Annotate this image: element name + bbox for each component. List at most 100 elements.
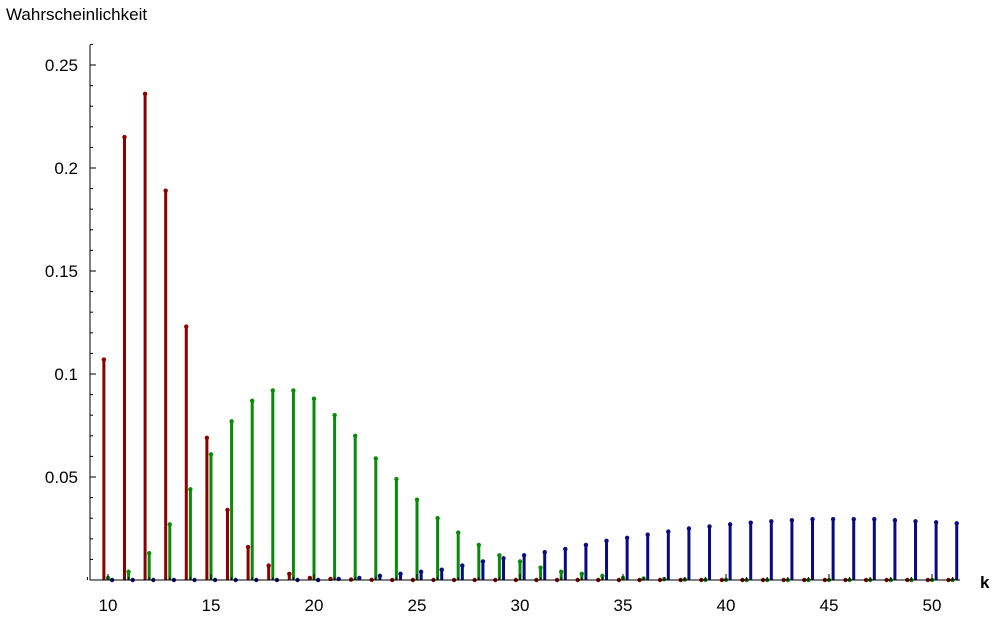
bar-series-2 <box>168 524 172 580</box>
y-tick-label: 0.15 <box>45 262 78 281</box>
bar-series-3 <box>419 571 423 580</box>
bar-series-3 <box>460 565 464 580</box>
point-series-2 <box>600 573 605 579</box>
point-series-3 <box>336 576 341 582</box>
point-series-1 <box>287 571 292 577</box>
bar-series-2 <box>312 398 316 580</box>
point-series-1 <box>163 188 168 193</box>
bar-series-3 <box>934 522 938 580</box>
bar-series-2 <box>580 573 584 580</box>
bar-series-2 <box>353 435 357 580</box>
point-series-3 <box>686 526 692 531</box>
point-series-3 <box>933 520 939 525</box>
point-series-1 <box>225 507 230 513</box>
x-axis-title: k <box>980 573 990 592</box>
point-series-2 <box>579 571 584 577</box>
point-series-2 <box>517 559 523 564</box>
point-series-2 <box>394 476 399 482</box>
ticks-layer: 10 15 20 25 30 35 40 45 50 0.05 0.1 0.15 0.2 0.25 <box>45 43 954 615</box>
bar-series-2 <box>230 421 234 580</box>
point-series-3 <box>418 569 424 574</box>
bar-series-3 <box>584 544 588 580</box>
point-series-2 <box>167 522 172 527</box>
bar-series-2 <box>291 390 295 580</box>
y-tick-label: 0.05 <box>45 468 78 487</box>
bars-layer <box>101 91 959 583</box>
point-series-3 <box>624 535 630 540</box>
bar-series-1 <box>184 326 188 580</box>
point-series-2 <box>291 388 296 393</box>
bar-series-2 <box>333 415 337 580</box>
bar-series-3 <box>605 540 609 580</box>
point-series-2 <box>414 497 420 502</box>
point-series-3 <box>357 575 362 581</box>
point-series-3 <box>892 518 898 523</box>
bar-series-2 <box>147 553 151 580</box>
point-series-2 <box>373 456 378 461</box>
point-series-1 <box>122 134 127 140</box>
point-series-3 <box>377 573 383 579</box>
point-series-1 <box>101 357 107 362</box>
point-series-2 <box>332 413 337 418</box>
point-series-2 <box>559 569 564 574</box>
bar-series-2 <box>209 454 213 580</box>
x-tick-label: 35 <box>614 596 633 615</box>
bar-series-3 <box>646 534 650 580</box>
bar-series-3 <box>625 537 629 580</box>
y-tick-label: 0.25 <box>45 56 78 75</box>
bar-series-2 <box>127 571 131 580</box>
point-series-3 <box>727 522 733 527</box>
point-series-2 <box>435 516 440 521</box>
point-series-1 <box>184 324 189 329</box>
x-tick-label: 20 <box>305 596 324 615</box>
point-series-3 <box>748 520 753 525</box>
point-series-2 <box>208 452 214 457</box>
point-series-1 <box>307 575 313 581</box>
point-series-3 <box>583 542 589 548</box>
bar-series-1 <box>246 547 250 580</box>
bar-series-1 <box>287 573 291 580</box>
bar-series-2 <box>436 518 440 580</box>
bar-series-3 <box>502 558 506 580</box>
point-series-2 <box>353 433 358 438</box>
point-series-3 <box>666 529 671 534</box>
point-series-2 <box>456 530 461 535</box>
point-series-2 <box>311 396 317 401</box>
bar-series-3 <box>728 524 732 580</box>
bar-series-2 <box>394 479 398 580</box>
x-tick-label: 45 <box>820 596 839 615</box>
bar-series-1 <box>102 359 106 580</box>
point-series-3 <box>604 538 609 544</box>
point-series-3 <box>563 546 568 552</box>
bar-series-1 <box>143 93 147 580</box>
bar-series-3 <box>687 528 691 580</box>
bar-series-2 <box>539 567 543 580</box>
bar-series-1 <box>205 437 209 580</box>
point-series-3 <box>789 518 795 523</box>
point-series-3 <box>810 517 815 522</box>
bar-series-3 <box>955 523 959 580</box>
point-series-1 <box>204 435 210 441</box>
bar-series-2 <box>497 555 501 580</box>
point-series-1 <box>142 91 148 97</box>
bar-series-1 <box>225 509 229 580</box>
x-tick-label: 30 <box>511 596 530 615</box>
y-tick-label: 0.2 <box>54 159 78 178</box>
bar-series-2 <box>188 489 192 580</box>
bar-series-2 <box>250 400 254 580</box>
point-series-2 <box>126 569 131 574</box>
bar-series-1 <box>164 190 168 580</box>
bar-series-3 <box>811 519 815 580</box>
point-series-3 <box>542 549 547 555</box>
point-series-3 <box>439 567 444 572</box>
bar-series-3 <box>872 519 876 580</box>
point-series-2 <box>188 487 193 492</box>
y-tick-label: 0.1 <box>54 365 78 384</box>
point-series-3 <box>645 532 650 537</box>
bar-series-3 <box>399 573 403 580</box>
point-series-3 <box>954 521 959 526</box>
point-series-3 <box>501 556 506 561</box>
point-series-3 <box>707 524 712 529</box>
point-series-3 <box>769 519 774 524</box>
x-tick-label: 25 <box>408 596 427 615</box>
